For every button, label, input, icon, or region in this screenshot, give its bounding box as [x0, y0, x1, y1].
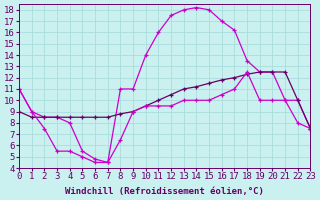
X-axis label: Windchill (Refroidissement éolien,°C): Windchill (Refroidissement éolien,°C) [65, 187, 264, 196]
